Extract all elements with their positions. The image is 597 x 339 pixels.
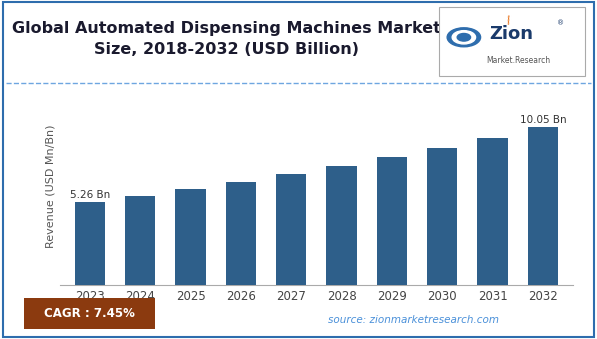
- Bar: [478, 138, 507, 285]
- Bar: [176, 189, 206, 285]
- Text: ®: ®: [557, 21, 564, 27]
- Text: CAGR : 7.45%: CAGR : 7.45%: [44, 307, 135, 320]
- Text: Zion: Zion: [490, 25, 534, 43]
- Text: source: zionmarketresearch.com: source: zionmarketresearch.com: [328, 315, 499, 325]
- Text: 5.26 Bn: 5.26 Bn: [70, 190, 110, 200]
- Y-axis label: Revenue (USD Mn/Bn): Revenue (USD Mn/Bn): [45, 125, 56, 248]
- Text: Global Automated Dispensing Machines Market: Global Automated Dispensing Machines Mar…: [13, 21, 441, 36]
- Bar: [276, 175, 306, 285]
- Bar: [327, 166, 356, 285]
- Bar: [125, 196, 155, 285]
- Text: Size, 2018-2032 (USD Billion): Size, 2018-2032 (USD Billion): [94, 42, 359, 57]
- Text: Market.Research: Market.Research: [486, 56, 550, 64]
- Text: 10.05 Bn: 10.05 Bn: [519, 115, 566, 125]
- Bar: [226, 182, 256, 285]
- Bar: [528, 127, 558, 285]
- Bar: [427, 148, 457, 285]
- Bar: [75, 202, 105, 285]
- Text: /: /: [506, 15, 513, 26]
- Bar: [377, 157, 407, 285]
